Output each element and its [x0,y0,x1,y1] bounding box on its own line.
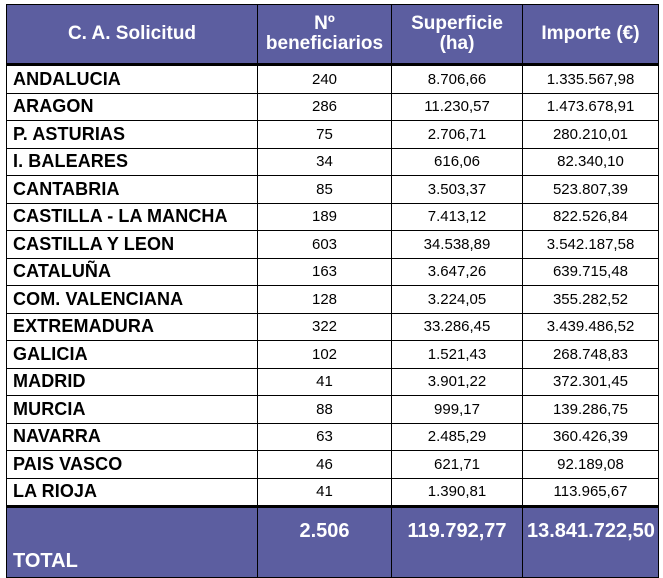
table-row: EXTREMADURA 322 33.286,45 3.439.486,52 [6,312,659,341]
table-row: CANTABRIA 85 3.503,37 523.807,39 [6,175,659,204]
beneficiaries-cell: 102 [257,340,392,369]
amount-cell: 82.340,10 [522,147,659,176]
beneficiaries-cell: 163 [257,257,392,286]
header-area: Superficie (ha) [391,4,523,65]
table-row: MADRID 41 3.901,22 372.301,45 [6,367,659,396]
region-cell: CATALUÑA [6,257,258,286]
table-row: ARAGON 286 11.230,57 1.473.678,91 [6,92,659,121]
amount-cell: 3.439.486,52 [522,312,659,341]
header-region: C. A. Solicitud [6,4,258,65]
table-footer: TOTAL 2.506 119.792,77 13.841.722,50 [6,505,659,578]
total-amount: 13.841.722,50 [522,505,659,578]
header-amount: Importe (€) [522,4,659,65]
table-row: GALICIA 102 1.521,43 268.748,83 [6,340,659,369]
table-row: NAVARRA 63 2.485,29 360.426,39 [6,422,659,451]
area-cell: 11.230,57 [391,92,523,121]
table-body: ANDALUCIA 240 8.706,66 1.335.567,98 ARAGON 28… [6,63,659,507]
beneficiaries-cell: 34 [257,147,392,176]
amount-cell: 92.189,08 [522,450,659,479]
area-cell: 3.224,05 [391,285,523,314]
header-row: C. A. Solicitud Nº beneficiarios Superfi… [6,4,659,65]
beneficiaries-cell: 240 [257,63,392,94]
area-cell: 999,17 [391,395,523,424]
table-header: C. A. Solicitud Nº beneficiarios Superfi… [6,4,659,65]
area-cell: 621,71 [391,450,523,479]
beneficiaries-cell: 41 [257,367,392,396]
beneficiaries-cell: 63 [257,422,392,451]
area-cell: 3.901,22 [391,367,523,396]
area-cell: 2.485,29 [391,422,523,451]
area-cell: 8.706,66 [391,63,523,94]
amount-cell: 139.286,75 [522,395,659,424]
amount-cell: 1.335.567,98 [522,63,659,94]
amount-cell: 639.715,48 [522,257,659,286]
region-cell: GALICIA [6,340,258,369]
beneficiaries-cell: 189 [257,202,392,231]
beneficiaries-cell: 322 [257,312,392,341]
table-row: LA RIOJA 41 1.390,81 113.965,67 [6,477,659,507]
table-row: CASTILLA - LA MANCHA 189 7.413,12 822.526,8… [6,202,659,231]
area-cell: 616,06 [391,147,523,176]
beneficiaries-cell: 46 [257,450,392,479]
amount-cell: 1.473.678,91 [522,92,659,121]
amount-cell: 280.210,01 [522,120,659,149]
amount-cell: 268.748,83 [522,340,659,369]
table-row: PAIS VASCO 46 621,71 92.189,08 [6,450,659,479]
table-row: COM. VALENCIANA 128 3.224,05 355.282,52 [6,285,659,314]
area-cell: 33.286,45 [391,312,523,341]
area-cell: 3.647,26 [391,257,523,286]
amount-cell: 372.301,45 [522,367,659,396]
region-cell: LA RIOJA [6,477,258,507]
total-label: TOTAL [6,505,258,578]
amount-cell: 523.807,39 [522,175,659,204]
region-cell: CASTILLA - LA MANCHA [6,202,258,231]
table-row: CASTILLA Y LEON 603 34.538,89 3.542.187,58 [6,230,659,259]
area-cell: 1.521,43 [391,340,523,369]
table-row: P. ASTURIAS 75 2.706,71 280.210,01 [6,120,659,149]
amount-cell: 360.426,39 [522,422,659,451]
beneficiaries-cell: 603 [257,230,392,259]
header-beneficiaries: Nº beneficiarios [257,4,392,65]
region-cell: PAIS VASCO [6,450,258,479]
table-row: ANDALUCIA 240 8.706,66 1.335.567,98 [6,63,659,94]
amount-cell: 3.542.187,58 [522,230,659,259]
table-row: I. BALEARES 34 616,06 82.340,10 [6,147,659,176]
area-cell: 34.538,89 [391,230,523,259]
region-cell: MURCIA [6,395,258,424]
beneficiaries-cell: 85 [257,175,392,204]
region-cell: I. BALEARES [6,147,258,176]
area-cell: 7.413,12 [391,202,523,231]
beneficiaries-cell: 88 [257,395,392,424]
table-row: CATALUÑA 163 3.647,26 639.715,48 [6,257,659,286]
amount-cell: 113.965,67 [522,477,659,507]
beneficiaries-cell: 286 [257,92,392,121]
beneficiaries-cell: 75 [257,120,392,149]
amount-cell: 355.282,52 [522,285,659,314]
region-cell: MADRID [6,367,258,396]
amount-cell: 822.526,84 [522,202,659,231]
area-cell: 3.503,37 [391,175,523,204]
area-cell: 2.706,71 [391,120,523,149]
table-row: MURCIA 88 999,17 139.286,75 [6,395,659,424]
area-cell: 1.390,81 [391,477,523,507]
data-table-container: C. A. Solicitud Nº beneficiarios Superfi… [6,4,659,578]
region-cell: CASTILLA Y LEON [6,230,258,259]
total-row: TOTAL 2.506 119.792,77 13.841.722,50 [6,505,659,578]
beneficiaries-cell: 128 [257,285,392,314]
region-cell: NAVARRA [6,422,258,451]
region-cell: ARAGON [6,92,258,121]
region-cell: P. ASTURIAS [6,120,258,149]
region-cell: CANTABRIA [6,175,258,204]
region-cell: COM. VALENCIANA [6,285,258,314]
region-cell: EXTREMADURA [6,312,258,341]
region-cell: ANDALUCIA [6,63,258,94]
beneficiaries-cell: 41 [257,477,392,507]
beneficiaries-table: C. A. Solicitud Nº beneficiarios Superfi… [6,4,659,578]
